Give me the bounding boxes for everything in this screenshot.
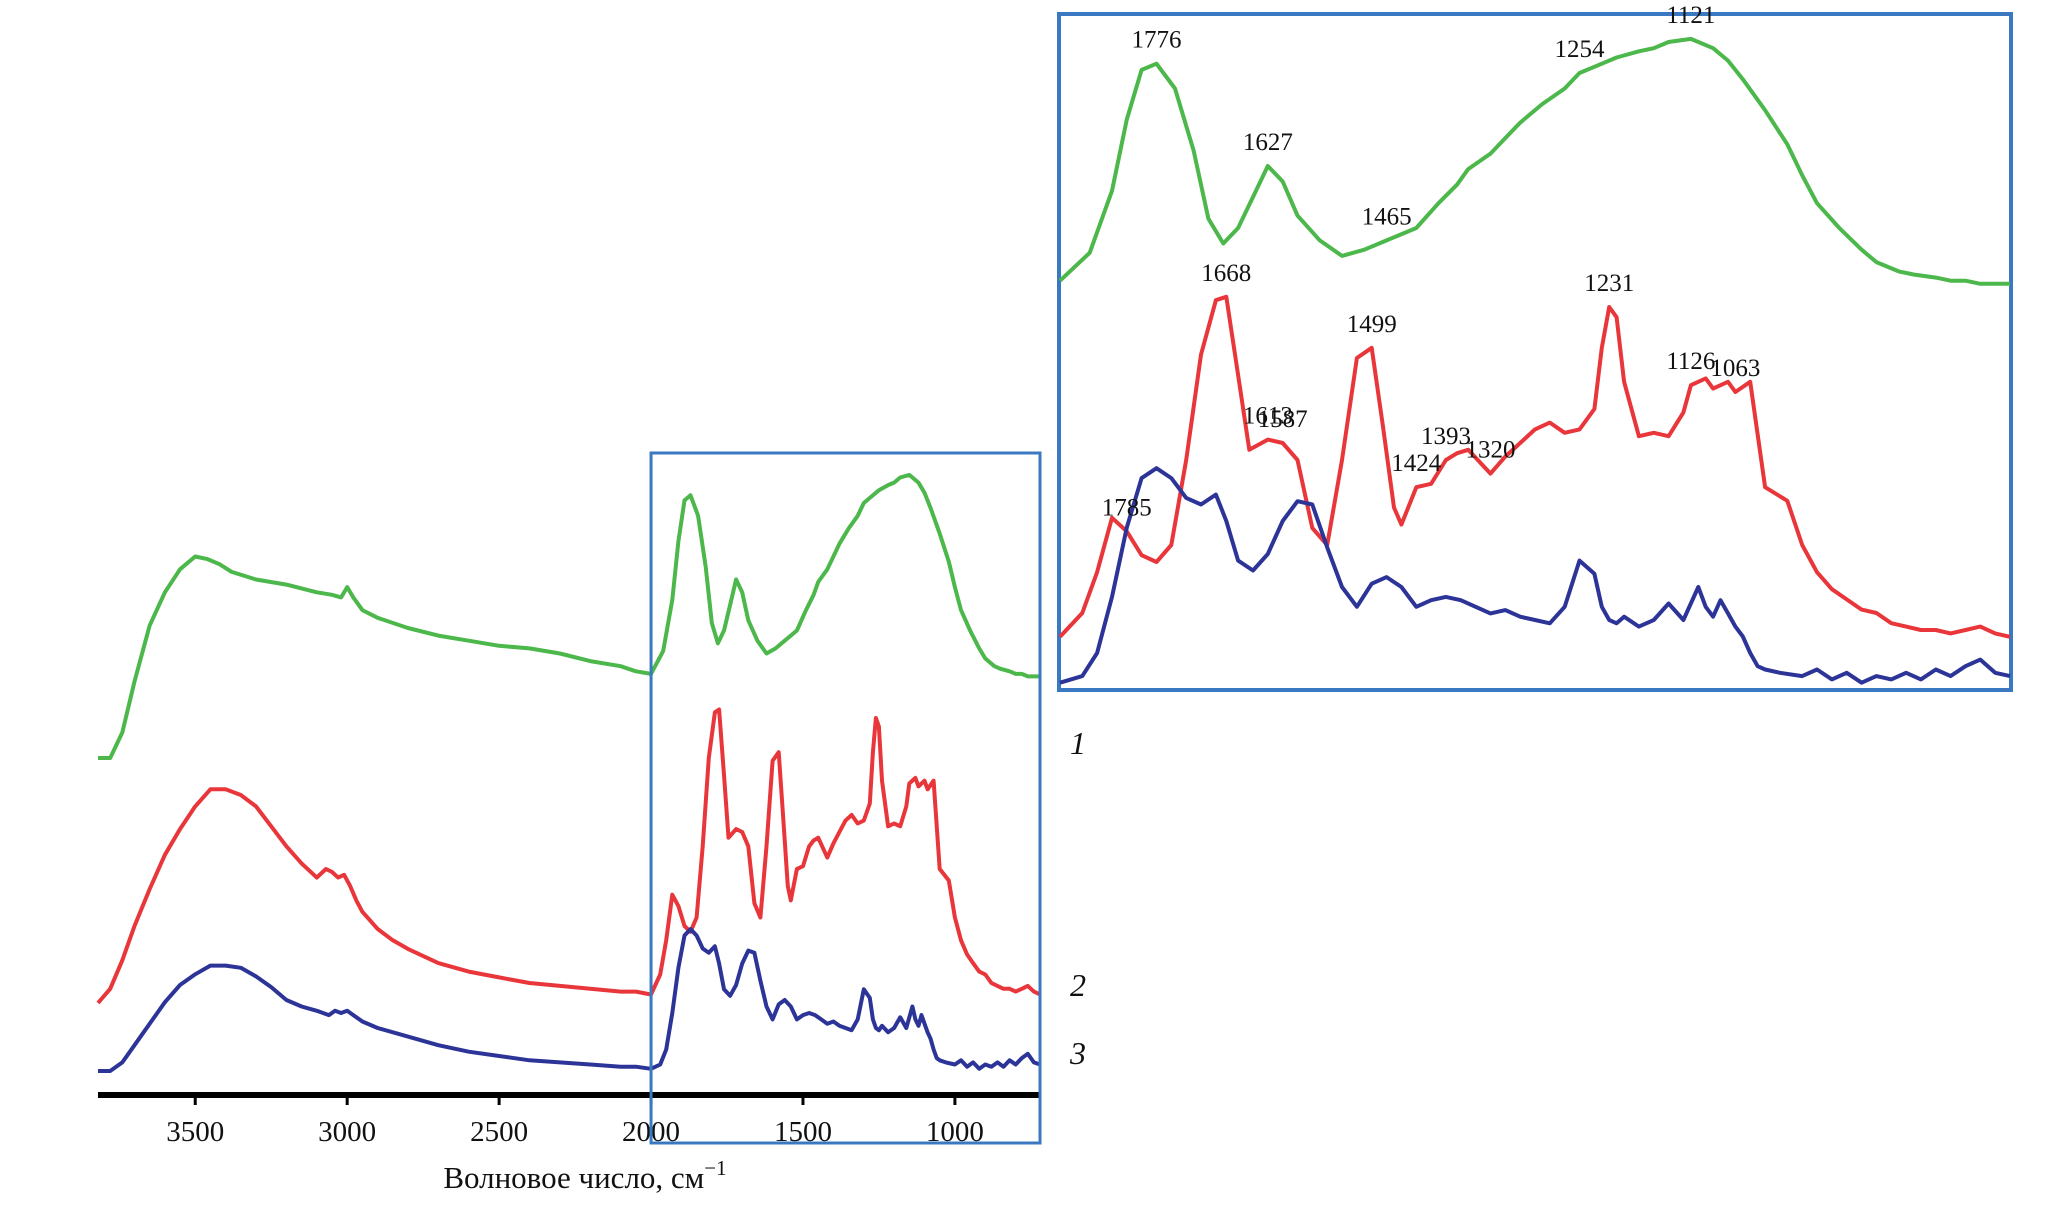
curve-label-2: 2	[1070, 967, 1086, 1003]
main-plot: 3500 3000 2500 2000 1500 1000 123 Волновое чи…	[96, 451, 1086, 1195]
highlight-region-box	[649, 451, 1042, 1145]
x-tick-label: 3500	[166, 1116, 224, 1148]
curve-label-3: 3	[1069, 1035, 1086, 1071]
x-tick-labels: 3500 3000 2500 2000 1500 1000	[166, 1095, 984, 1148]
peak-label: 1785	[1102, 494, 1152, 521]
spectrum-curve-2	[96, 707, 1041, 1005]
peak-label: 1499	[1347, 311, 1397, 338]
inset-curve-3	[1059, 466, 2011, 685]
x-tick-label: 3000	[318, 1116, 376, 1148]
peak-label: 1231	[1584, 270, 1634, 297]
peak-label: 1776	[1131, 27, 1181, 54]
x-tick-label: 2500	[470, 1116, 528, 1148]
peak-label: 1424	[1391, 450, 1442, 477]
spectrum-curve-1	[98, 472, 1040, 760]
x-axis-title: Волновое число, см−1	[443, 1156, 726, 1195]
peak-label: 1320	[1465, 437, 1515, 464]
main-curves	[96, 472, 1041, 1073]
peak-label: 1668	[1201, 260, 1251, 287]
x-axis-title-superscript: −1	[704, 1156, 726, 1180]
inset-curve-1	[1058, 36, 2010, 286]
peak-label: 1126	[1666, 348, 1715, 375]
peak-label: 1393	[1421, 423, 1471, 450]
peak-label: 1063	[1710, 355, 1760, 382]
peak-label: 1254	[1555, 36, 1606, 63]
peak-label: 1587	[1258, 406, 1308, 433]
spectrum-curve-3	[98, 927, 1041, 1073]
x-axis-title-text: Волновое число, см	[443, 1160, 704, 1195]
inset-curve-2	[1058, 294, 2011, 639]
peak-label: 1465	[1362, 203, 1412, 230]
inset-curves	[1058, 36, 2011, 685]
curve-label-1: 1	[1070, 725, 1086, 761]
inset-frame	[1057, 12, 2013, 692]
peak-label: 1613	[1243, 403, 1293, 430]
peak-label: 1627	[1243, 129, 1293, 156]
curve-number-labels: 1 2 3	[1069, 725, 1086, 1071]
peak-label: 1121	[1666, 2, 1715, 29]
